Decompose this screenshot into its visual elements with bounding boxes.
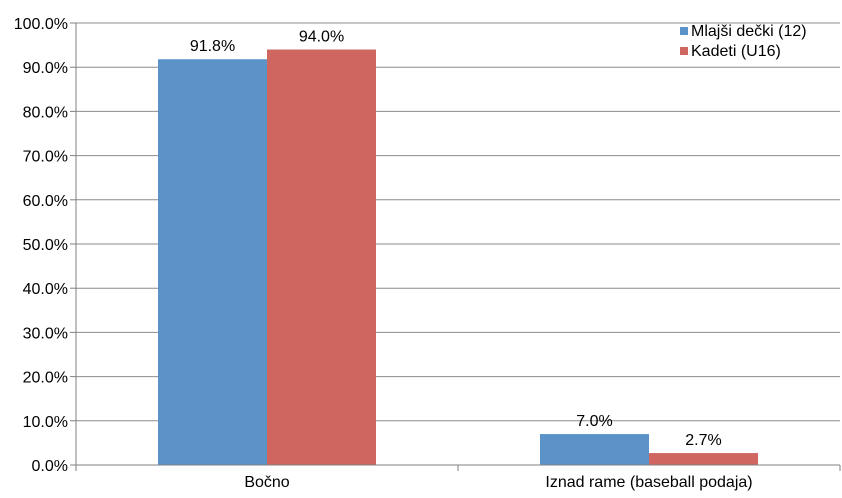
legend-label: Mlajši dečki (12)	[691, 23, 807, 40]
axes	[70, 22, 841, 471]
legend-swatch	[680, 47, 688, 55]
data-label: 94.0%	[299, 29, 344, 46]
data-label: 7.0%	[576, 413, 612, 430]
data-label: 91.8%	[190, 38, 235, 55]
bar	[158, 59, 267, 466]
y-tick-label: 80.0%	[23, 104, 68, 121]
y-tick-label: 0.0%	[32, 458, 68, 475]
y-tick-label: 50.0%	[23, 237, 68, 254]
y-tick-label: 100.0%	[14, 16, 68, 33]
data-labels: 91.8% 94.0% 7.0% 2.7%	[190, 29, 722, 450]
bar	[540, 434, 649, 465]
legend: Mlajši dečki (12) Kadeti (U16)	[680, 23, 807, 60]
bar	[267, 49, 376, 466]
bars	[158, 49, 758, 466]
y-tick-label: 90.0%	[23, 60, 68, 77]
y-tick-label: 10.0%	[23, 414, 68, 431]
x-category-labels: Bočno Iznad rame (baseball podaja)	[244, 474, 752, 491]
y-tick-label: 70.0%	[23, 149, 68, 166]
data-label: 2.7%	[685, 432, 721, 449]
x-category-label: Iznad rame (baseball podaja)	[545, 474, 752, 491]
y-tick-label: 30.0%	[23, 325, 68, 342]
legend-swatch	[680, 27, 688, 35]
y-tick-label: 20.0%	[23, 370, 68, 387]
bar	[649, 453, 758, 465]
y-tick-labels: 0.0% 10.0% 20.0% 30.0% 40.0% 50.0% 60.0% 70.0% 8…	[14, 16, 68, 475]
y-tick-label: 60.0%	[23, 193, 68, 210]
x-category-label: Bočno	[244, 474, 289, 491]
legend-label: Kadeti (U16)	[691, 43, 781, 60]
y-tick-label: 40.0%	[23, 281, 68, 298]
